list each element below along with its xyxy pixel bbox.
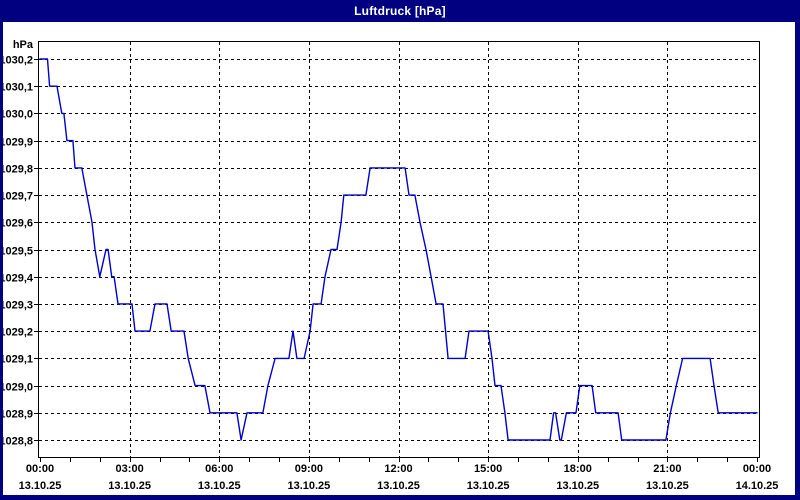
- window-title: Luftdruck [hPa]: [354, 4, 446, 18]
- pressure-line: [39, 58, 758, 441]
- x-tick-time-label: 12:00: [384, 463, 412, 475]
- x-tick-date-label: 13.10.25: [287, 480, 330, 492]
- x-tick-time-label: 09:00: [295, 463, 323, 475]
- y-axis-unit-label: hPa: [13, 39, 34, 51]
- plot-frame: [38, 41, 760, 458]
- y-tick-label: 1028,9: [3, 409, 33, 421]
- x-grid-and-labels: 00:00 13.10.25 03:00 13.10.25 06:00 13.10.25 0…: [19, 42, 779, 492]
- x-tick-date-label: 14.10.25: [736, 480, 779, 492]
- x-tick-time-label: 21:00: [653, 463, 681, 475]
- x-tick-time-label: 06:00: [205, 463, 233, 475]
- x-tick-date-label: 13.10.25: [108, 480, 151, 492]
- x-tick-date-label: 13.10.25: [19, 480, 62, 492]
- x-tick-date-label: 13.10.25: [198, 480, 241, 492]
- x-tick-date-label: 13.10.25: [377, 480, 420, 492]
- x-tick-time-label: 18:00: [564, 463, 592, 475]
- x-tick-time-label: 15:00: [474, 463, 502, 475]
- x-tick-date-label: 13.10.25: [467, 480, 510, 492]
- x-tick-time-label: 00:00: [743, 463, 771, 475]
- y-tick-label: 1028,8: [3, 436, 33, 448]
- x-tick-time-label: 00:00: [26, 463, 54, 475]
- x-tick-date-label: 13.10.25: [646, 480, 689, 492]
- x-tick-date-label: 13.10.25: [556, 480, 599, 492]
- window-titlebar: Luftdruck [hPa]: [0, 0, 800, 22]
- x-tick-time-label: 03:00: [116, 463, 144, 475]
